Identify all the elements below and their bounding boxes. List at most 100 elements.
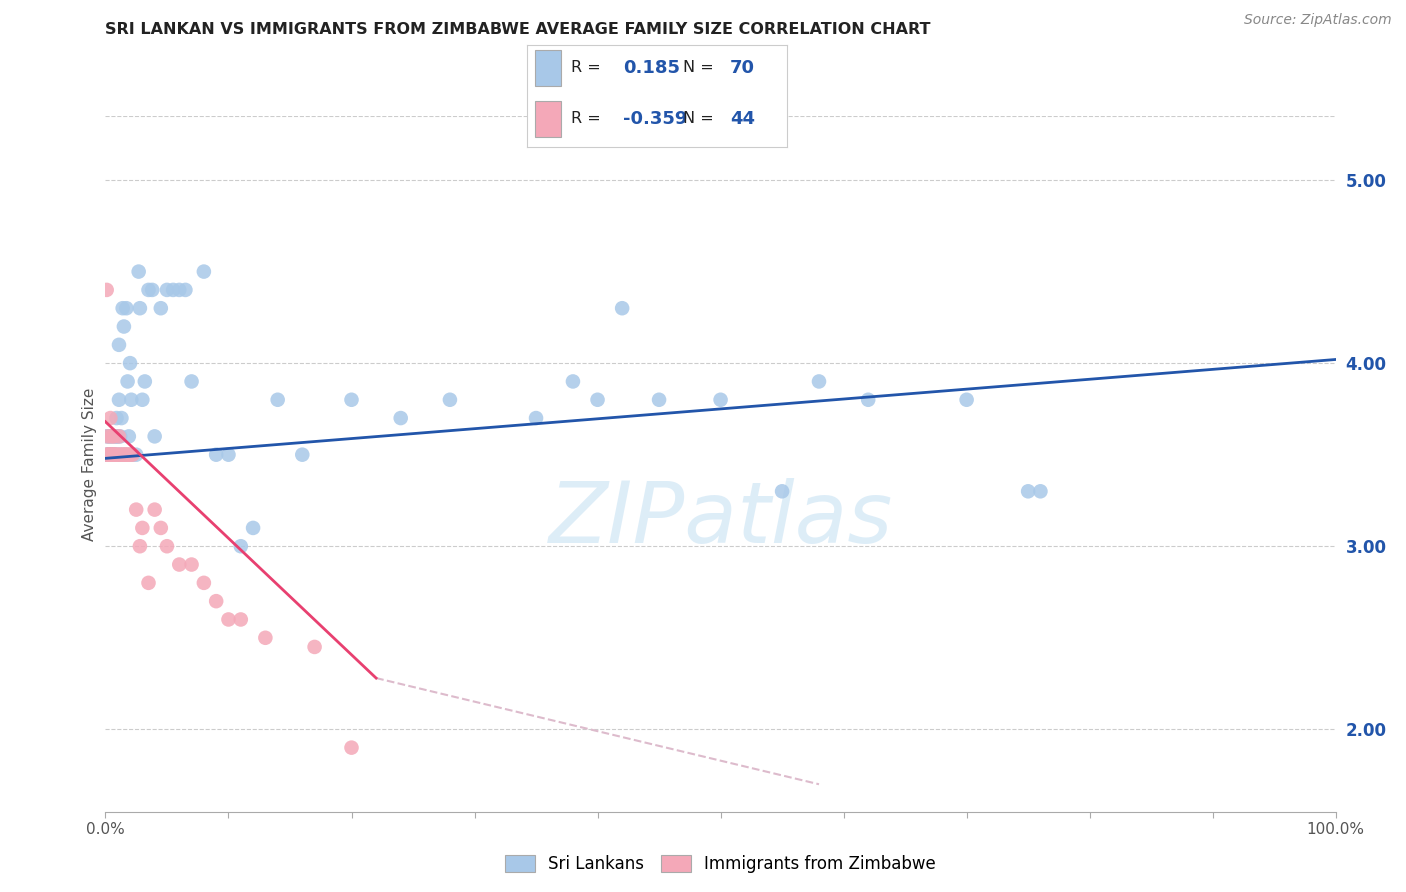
Point: [110, 429, 132, 443]
Point: [389, 411, 412, 425]
Text: R =: R =: [571, 112, 602, 127]
Point: [98, 448, 121, 462]
Point: [128, 264, 150, 278]
Point: [104, 448, 127, 462]
Text: 70: 70: [730, 59, 755, 77]
Point: [114, 448, 136, 462]
Point: [105, 429, 128, 443]
Text: -0.359: -0.359: [623, 110, 688, 128]
Point: [118, 429, 141, 443]
Point: [156, 283, 179, 297]
Point: [770, 484, 793, 499]
Point: [218, 612, 240, 626]
Point: [149, 521, 172, 535]
Point: [117, 375, 139, 389]
Point: [96, 429, 118, 443]
Point: [141, 283, 163, 297]
Point: [340, 740, 363, 755]
Point: [97, 448, 120, 462]
Point: [108, 429, 131, 443]
Point: [143, 429, 166, 443]
Point: [98, 448, 121, 462]
Point: [586, 392, 609, 407]
Point: [101, 448, 124, 462]
Point: [125, 448, 148, 462]
Point: [138, 575, 160, 590]
Point: [103, 448, 125, 462]
Point: [162, 283, 184, 297]
Bar: [536, 101, 561, 137]
Text: Source: ZipAtlas.com: Source: ZipAtlas.com: [1244, 13, 1392, 28]
Point: [267, 392, 290, 407]
Point: [112, 448, 135, 462]
Point: [1029, 484, 1052, 499]
Point: [110, 411, 132, 425]
Point: [229, 612, 252, 626]
Point: [242, 521, 264, 535]
Point: [98, 429, 121, 443]
Point: [108, 392, 131, 407]
Point: [956, 392, 979, 407]
Bar: [536, 50, 561, 86]
Point: [96, 448, 118, 462]
Point: [169, 283, 191, 297]
Point: [115, 448, 138, 462]
Point: [120, 356, 141, 370]
Point: [1017, 484, 1039, 499]
Point: [807, 375, 830, 389]
Point: [118, 448, 141, 462]
Point: [180, 375, 202, 389]
Point: [193, 264, 215, 278]
Text: 0.185: 0.185: [623, 59, 681, 77]
Legend: Sri Lankans, Immigrants from Zimbabwe: Sri Lankans, Immigrants from Zimbabwe: [498, 848, 943, 880]
Point: [134, 375, 156, 389]
Text: R =: R =: [571, 60, 602, 75]
Point: [138, 283, 160, 297]
Point: [117, 448, 139, 462]
Point: [96, 283, 118, 297]
Point: [100, 448, 122, 462]
Text: N =: N =: [683, 112, 714, 127]
Point: [131, 392, 153, 407]
Point: [524, 411, 547, 425]
Point: [97, 448, 120, 462]
Point: [121, 448, 143, 462]
Point: [180, 558, 202, 572]
Point: [858, 392, 880, 407]
Point: [110, 448, 132, 462]
Point: [101, 448, 124, 462]
Point: [304, 640, 326, 654]
Point: [156, 539, 179, 553]
Point: [105, 448, 128, 462]
Point: [98, 448, 122, 462]
Point: [120, 392, 142, 407]
Point: [100, 429, 122, 443]
Point: [121, 448, 143, 462]
Point: [149, 301, 172, 316]
Point: [97, 429, 120, 443]
Point: [105, 411, 128, 425]
Point: [143, 502, 166, 516]
Point: [439, 392, 461, 407]
Point: [205, 594, 228, 608]
Point: [169, 558, 191, 572]
Point: [131, 521, 153, 535]
Point: [114, 448, 136, 462]
Point: [107, 429, 129, 443]
Point: [129, 539, 152, 553]
Point: [107, 448, 129, 462]
Point: [104, 429, 127, 443]
Point: [98, 448, 121, 462]
Y-axis label: Average Family Size: Average Family Size: [82, 387, 97, 541]
Point: [115, 301, 138, 316]
Text: N =: N =: [683, 60, 714, 75]
Point: [610, 301, 633, 316]
Point: [562, 375, 585, 389]
Point: [648, 392, 671, 407]
Point: [125, 502, 148, 516]
Point: [101, 429, 124, 443]
Point: [129, 301, 152, 316]
Point: [107, 448, 129, 462]
Point: [193, 575, 215, 590]
Point: [205, 448, 228, 462]
